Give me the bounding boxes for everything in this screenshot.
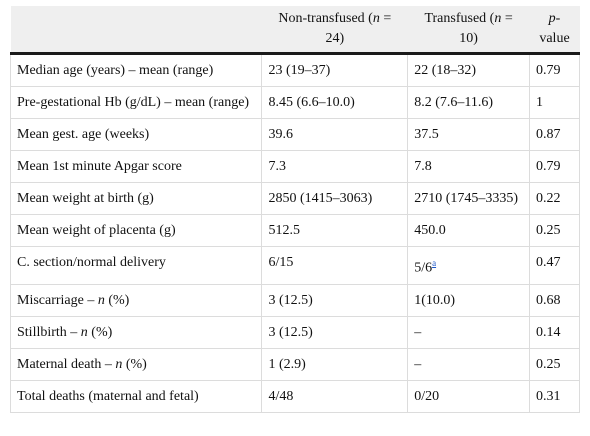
non-transfused-value: 3 (12.5) [261,316,409,349]
non-transfused-value: 3 (12.5) [261,284,409,317]
p-value: 0.14 [529,316,580,349]
transfused-value: 22 (18–32) [407,53,531,87]
table-row: Stillbirth – n (%) 3 (12.5) – 0.14 [9,316,580,349]
p-value: 0.79 [529,53,580,87]
header-non-transfused: Non-transfused (n = 24) [261,6,408,55]
non-transfused-value: 23 (19–37) [261,53,409,87]
row-label: Mean 1st minute Apgar score [9,150,263,183]
p-value: 0.22 [529,182,580,215]
table-row: Maternal death – n (%) 1 (2.9) – 0.25 [9,348,580,381]
non-transfused-value: 39.6 [261,118,409,151]
footnote-link[interactable]: a [432,258,437,268]
transfused-value: 7.8 [407,150,531,183]
transfused-value: 0/20 [407,380,531,413]
table-row: Total deaths (maternal and fetal) 4/48 0… [9,380,580,413]
transfused-value: 5/6a [407,246,531,285]
transfused-value: – [407,316,531,349]
row-label: Mean weight of placenta (g) [9,214,263,247]
table-row: Mean 1st minute Apgar score 7.3 7.8 0.79 [9,150,580,183]
non-transfused-value: 1 (2.9) [261,348,409,381]
table-row: Pre-gestational Hb (g/dL) – mean (range)… [9,86,580,119]
table-row: Mean weight at birth (g) 2850 (1415–3063… [9,182,580,215]
p-value: 0.31 [529,380,580,413]
transfused-value: 8.2 (7.6–11.6) [407,86,531,119]
header-row: Non-transfused (n = 24) Transfused (n = … [10,6,580,55]
header-transfused: Transfused (n = 10) [407,6,530,55]
table-row: Median age (years) – mean (range) 23 (19… [9,53,580,87]
row-label: Median age (years) – mean (range) [9,53,263,87]
table-row: Mean weight of placenta (g) 512.5 450.0 … [9,214,580,247]
header-blank [10,6,262,55]
transfused-value: 2710 (1745–3335) [407,182,531,215]
transfused-value: – [407,348,531,381]
row-label: Maternal death – n (%) [9,348,263,381]
header-p-value: p-value [529,6,580,55]
p-value: 0.68 [529,284,580,317]
transfused-value: 450.0 [407,214,531,247]
non-transfused-value: 4/48 [261,380,409,413]
non-transfused-value: 8.45 (6.6–10.0) [261,86,409,119]
p-value: 0.47 [529,246,580,285]
row-label: Stillbirth – n (%) [9,316,263,349]
row-label: Miscarriage – n (%) [9,284,263,317]
non-transfused-value: 512.5 [261,214,409,247]
p-value: 0.87 [529,118,580,151]
p-value: 1 [529,86,580,119]
non-transfused-value: 6/15 [261,246,409,285]
p-value: 0.79 [529,150,580,183]
table-row: Mean gest. age (weeks) 39.6 37.5 0.87 [9,118,580,151]
transfused-value: 1(10.0) [407,284,531,317]
transfused-value: 37.5 [407,118,531,151]
outcomes-table: Non-transfused (n = 24) Transfused (n = … [9,6,580,413]
row-label: Mean weight at birth (g) [9,182,263,215]
row-label: Pre-gestational Hb (g/dL) – mean (range) [9,86,263,119]
row-label: Total deaths (maternal and fetal) [9,380,263,413]
row-label: Mean gest. age (weeks) [9,118,263,151]
p-value: 0.25 [529,348,580,381]
non-transfused-value: 7.3 [261,150,409,183]
non-transfused-value: 2850 (1415–3063) [261,182,409,215]
p-value: 0.25 [529,214,580,247]
table-row: C. section/normal delivery 6/15 5/6a 0.4… [9,246,580,285]
table-row: Miscarriage – n (%) 3 (12.5) 1(10.0) 0.6… [9,284,580,317]
row-label: C. section/normal delivery [9,246,263,285]
